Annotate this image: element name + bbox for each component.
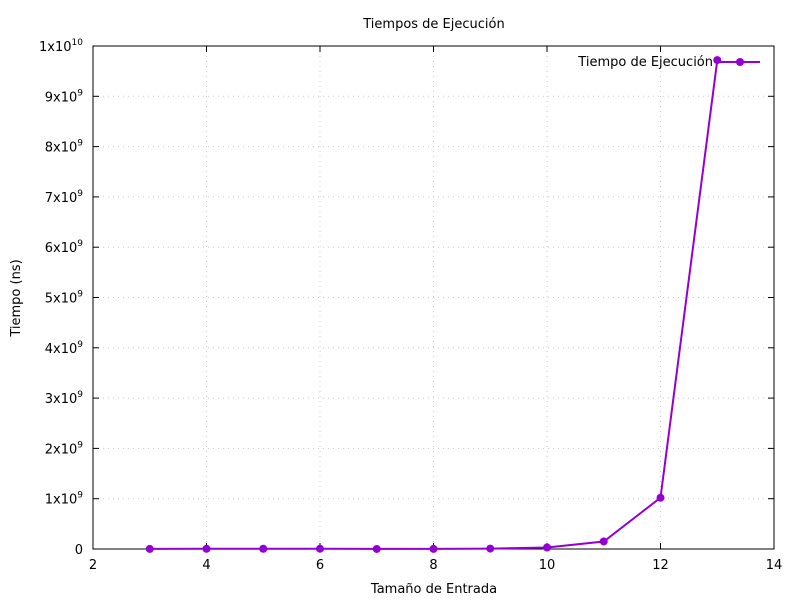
legend-label: Tiempo de Ejecución (577, 55, 713, 70)
x-tick-label: 10 (539, 558, 556, 573)
y-tick-label: 1x1010 (39, 38, 83, 55)
y-tick-label: 7x109 (45, 189, 84, 206)
data-point (543, 543, 551, 552)
series-line (149, 59, 719, 550)
data-point (486, 544, 495, 553)
data-point (259, 544, 268, 553)
data-point (316, 544, 324, 553)
chart-title: Tiempos de Ejecución (362, 17, 504, 32)
grid-lines (93, 46, 774, 549)
legend: Tiempo de Ejecución (577, 55, 760, 70)
y-tick-labels: 0 1x109 2x109 3x109 4x109 5x109 6x109 7x109 8x10… (39, 38, 83, 558)
data-point (599, 537, 608, 546)
x-axis-label: Tamaño de Entrada (370, 582, 497, 597)
x-tick-label: 2 (89, 558, 97, 573)
x-tick-label: 6 (316, 558, 324, 573)
data-point (429, 544, 438, 553)
y-tick-label: 8x109 (45, 139, 84, 156)
data-series (145, 56, 722, 553)
data-point (656, 493, 665, 502)
data-point (202, 544, 211, 553)
y-axis-label: Tiempo (ns) (9, 259, 24, 337)
y-tick-label: 9x109 (45, 88, 84, 105)
data-point (372, 544, 381, 553)
x-tick-label: 4 (202, 558, 210, 573)
y-tick-label: 4x109 (45, 340, 84, 357)
x-tick-labels: 2 4 6 8 10 12 14 (89, 558, 782, 573)
x-tick-label: 14 (766, 558, 783, 573)
y-tick-label: 1x109 (45, 491, 84, 508)
x-tick-label: 12 (652, 558, 669, 573)
data-point (145, 544, 154, 553)
y-tick-label: 2x109 (45, 440, 84, 457)
y-tick-label: 6x109 (45, 239, 84, 256)
x-tick-label: 8 (429, 558, 437, 573)
y-tick-label: 3x109 (45, 390, 84, 407)
legend-marker-sample (736, 58, 744, 66)
y-tick-label: 0 (75, 543, 83, 558)
y-tick-label: 5x109 (45, 290, 84, 307)
